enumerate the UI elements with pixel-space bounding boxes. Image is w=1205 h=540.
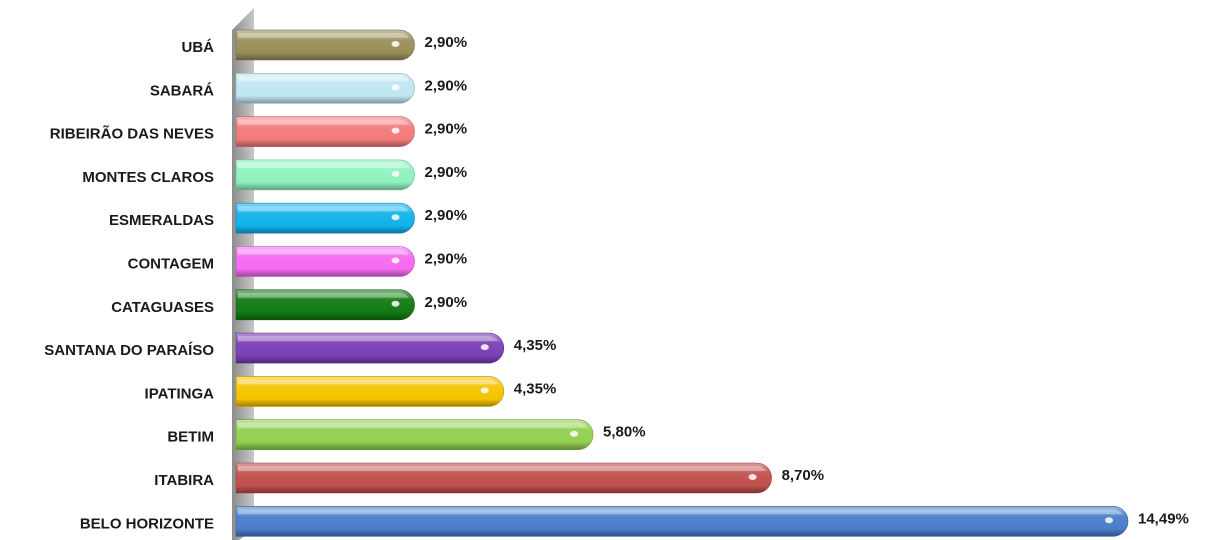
bar-highlight [391,41,400,47]
category-label: BELO HORIZONTE [80,515,214,532]
value-label: 14,49% [1138,510,1189,527]
category-label: CONTAGEM [128,256,214,273]
bar [235,73,415,104]
bar-highlight [391,214,400,221]
bars-layer [235,29,1129,537]
bar-sheen [238,249,409,255]
bar-highlight [480,344,489,351]
category-label: SABARÁ [150,82,214,99]
bar-highlight [748,474,757,480]
bar-highlight [480,387,489,394]
bar-sheen [238,162,409,168]
bar-sheen [238,119,409,125]
bar [235,419,594,450]
value-label: 4,35% [514,337,557,354]
value-label: 2,90% [425,121,468,138]
labels-layer: UBÁ 2,90% SABARÁ 2,90% RIBEIRÃO DAS NEVES 2,9… [44,34,1189,532]
bar [235,202,415,234]
category-label: ITABIRA [154,472,214,489]
bar-sheen [238,206,409,212]
bar [235,332,505,364]
bar-sheen [238,466,766,471]
bar-highlight [391,127,400,134]
category-label: BETIM [167,429,214,446]
category-label: SANTANA DO PARAÍSO [44,342,214,359]
value-label: 4,35% [514,380,557,397]
category-label: IPATINGA [145,385,215,402]
bar [235,506,1129,537]
value-label: 8,70% [782,467,825,484]
bar-sheen [238,33,409,38]
category-label: RIBEIRÃO DAS NEVES [50,125,214,143]
value-label: 2,90% [425,34,468,51]
value-label: 2,90% [425,164,468,181]
bar [235,246,415,277]
bar [235,289,415,321]
bar [235,376,505,407]
bar-highlight [1105,517,1113,524]
bar-highlight [391,84,400,91]
value-label: 5,80% [603,424,646,441]
bar-sheen [238,509,1122,515]
bar-highlight [391,257,400,264]
category-label: ESMERALDAS [109,212,214,229]
bar [235,29,415,61]
value-label: 2,90% [425,77,468,94]
value-label: 2,90% [425,207,468,224]
bar-highlight [391,170,400,177]
bar-highlight [391,300,400,307]
bar-sheen [238,336,498,342]
value-label: 2,90% [425,251,468,268]
bar [235,462,772,494]
bar-sheen [238,76,409,82]
bar-sheen [238,422,588,428]
bar [235,159,415,191]
value-label: 2,90% [425,294,468,311]
category-label: UBÁ [182,39,215,56]
bar-sheen [238,379,498,385]
category-label: MONTES CLAROS [82,169,214,186]
category-label: CATAGUASES [111,299,214,316]
bar [235,116,415,147]
bar-sheen [238,292,409,298]
bar-highlight [570,430,579,437]
